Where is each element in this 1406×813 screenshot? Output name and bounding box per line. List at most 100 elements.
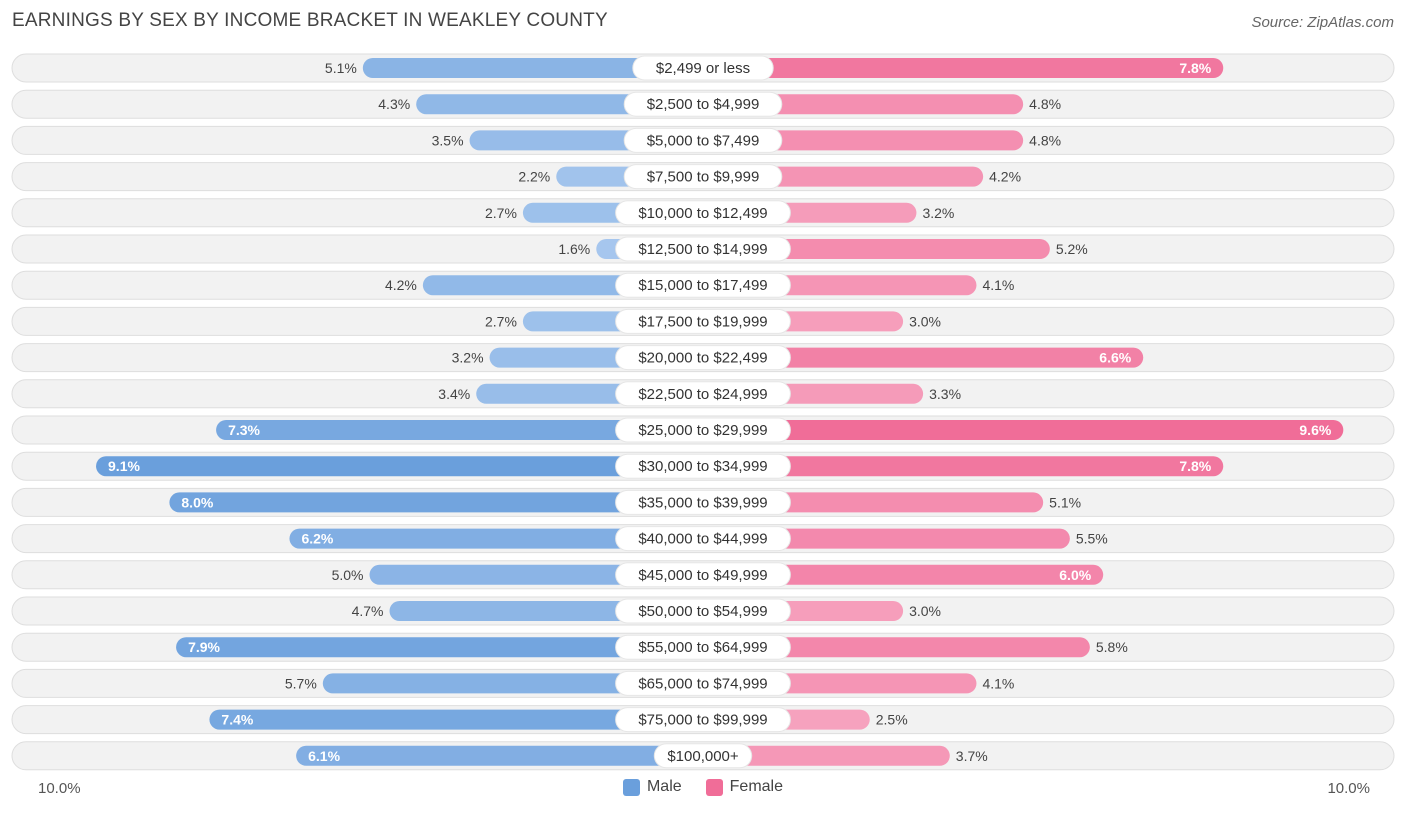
category-label: $30,000 to $34,999 [638, 458, 767, 475]
male-bar [96, 456, 703, 477]
male-bar [216, 420, 703, 440]
female-bar [703, 347, 1144, 368]
male-value-label: 4.3% [378, 96, 410, 112]
female-value-label: 6.0% [1059, 567, 1091, 583]
female-bar [703, 637, 1090, 658]
bar-row: 3.2% 6.6% $20,000 to $22,499 [11, 343, 1395, 373]
female-bar [703, 528, 1070, 549]
female-value-label: 5.2% [1056, 241, 1088, 257]
female-bar [703, 130, 1024, 151]
male-value-label: 7.3% [228, 422, 260, 438]
male-value-label: 4.7% [352, 603, 384, 619]
category-pill [623, 91, 783, 117]
category-pill [615, 526, 791, 552]
male-value-label: 8.0% [181, 494, 213, 510]
bar-row: 4.3% 4.8% $2,500 to $4,999 [11, 89, 1395, 119]
bar-row: 2.7% 3.0% $17,500 to $19,999 [11, 306, 1395, 336]
male-value-label: 2.2% [518, 169, 550, 185]
male-bar [209, 709, 704, 730]
bar-row: 6.1% 3.7% $100,000+ [11, 741, 1395, 771]
bar-row: 7.9% 5.8% $55,000 to $64,999 [11, 632, 1395, 662]
bar-row: 2.2% 4.2% $7,500 to $9,999 [11, 162, 1395, 192]
axis-right-label: 10.0% [1327, 780, 1370, 797]
bar-row: 3.4% 3.3% $22,500 to $24,999 [11, 379, 1395, 409]
category-label: $100,000+ [667, 748, 739, 765]
category-pill [653, 743, 753, 769]
category-label: $22,500 to $24,999 [638, 386, 767, 403]
female-value-label: 3.7% [956, 748, 988, 764]
category-label: $50,000 to $54,999 [638, 603, 767, 620]
category-label: $35,000 to $39,999 [638, 494, 767, 511]
category-pill [615, 200, 791, 226]
male-bar [296, 745, 703, 766]
female-value-label: 4.1% [982, 277, 1014, 293]
female-value-label: 3.0% [909, 313, 941, 329]
bar-row: 4.7% 3.0% $50,000 to $54,999 [11, 596, 1395, 626]
male-value-label: 1.6% [558, 241, 590, 257]
category-label: $15,000 to $17,499 [638, 277, 767, 294]
female-value-label: 7.8% [1179, 458, 1211, 474]
legend-item-male: Male [622, 778, 682, 796]
category-pill [615, 707, 791, 733]
legend-item-female: Female [705, 778, 783, 796]
chart-area: 5.1% 7.8% $2,499 or less 4.3% 4.8% $2,500 to … [11, 53, 1395, 771]
male-bar [362, 58, 703, 78]
bar-row: 4.2% 4.1% $15,000 to $17,499 [11, 270, 1395, 300]
source-label: Source: ZipAtlas.com [1251, 14, 1394, 31]
legend-label-male: Male [646, 778, 682, 795]
male-value-label: 5.0% [332, 567, 364, 583]
male-bar [289, 528, 703, 549]
female-value-label: 5.8% [1096, 639, 1128, 655]
category-label: $17,500 to $19,999 [638, 313, 767, 330]
male-value-label: 3.5% [432, 132, 464, 148]
category-pill [615, 345, 791, 371]
bar-row: 2.7% 3.2% $10,000 to $12,499 [11, 198, 1395, 228]
legend-swatch-female [705, 778, 723, 796]
category-label: $65,000 to $74,999 [638, 675, 767, 692]
female-bar [703, 420, 1344, 440]
category-label: $10,000 to $12,499 [638, 205, 767, 222]
category-label: $20,000 to $22,499 [638, 350, 767, 367]
chart-title: EARNINGS BY SEX BY INCOME BRACKET IN WEA… [12, 10, 608, 31]
female-value-label: 3.2% [922, 205, 954, 221]
legend: Male Female [0, 778, 1406, 796]
category-pill [615, 272, 791, 298]
category-label: $40,000 to $44,999 [638, 531, 767, 548]
female-value-label: 2.5% [876, 712, 908, 728]
male-value-label: 3.4% [438, 386, 470, 402]
bar-row: 5.7% 4.1% $65,000 to $74,999 [11, 668, 1395, 698]
male-value-label: 3.2% [452, 350, 484, 366]
bar-row: 9.1% 7.8% $30,000 to $34,999 [11, 451, 1395, 481]
category-pill [615, 562, 791, 588]
bar-row: 7.3% 9.6% $25,000 to $29,999 [11, 415, 1395, 445]
category-pill [623, 164, 783, 190]
female-value-label: 3.3% [929, 386, 961, 402]
female-value-label: 6.6% [1099, 350, 1131, 366]
category-label: $75,000 to $99,999 [638, 712, 767, 729]
category-pill [615, 417, 791, 443]
female-value-label: 9.6% [1299, 422, 1331, 438]
bar-row: 6.2% 5.5% $40,000 to $44,999 [11, 524, 1395, 554]
axis-left-label: 10.0% [38, 780, 81, 797]
category-label: $12,500 to $14,999 [638, 241, 767, 258]
category-pill [615, 598, 791, 624]
male-bar [176, 637, 703, 658]
category-pill [632, 55, 774, 81]
female-bar [703, 564, 1104, 585]
bar-row: 5.1% 7.8% $2,499 or less [11, 53, 1395, 83]
female-value-label: 4.8% [1029, 96, 1061, 112]
female-value-label: 4.1% [982, 675, 1014, 691]
category-label: $45,000 to $49,999 [638, 567, 767, 584]
category-pill [615, 489, 791, 515]
male-value-label: 9.1% [108, 458, 140, 474]
bar-row: 1.6% 5.2% $12,500 to $14,999 [11, 234, 1395, 264]
category-pill [615, 381, 791, 407]
female-bar [703, 745, 950, 766]
category-pill [615, 453, 791, 479]
female-bar [703, 94, 1024, 115]
male-value-label: 5.7% [285, 675, 317, 691]
male-value-label: 5.1% [325, 60, 357, 76]
female-value-label: 4.8% [1029, 132, 1061, 148]
bar-row: 3.5% 4.8% $5,000 to $7,499 [11, 125, 1395, 155]
male-bar [322, 673, 703, 694]
